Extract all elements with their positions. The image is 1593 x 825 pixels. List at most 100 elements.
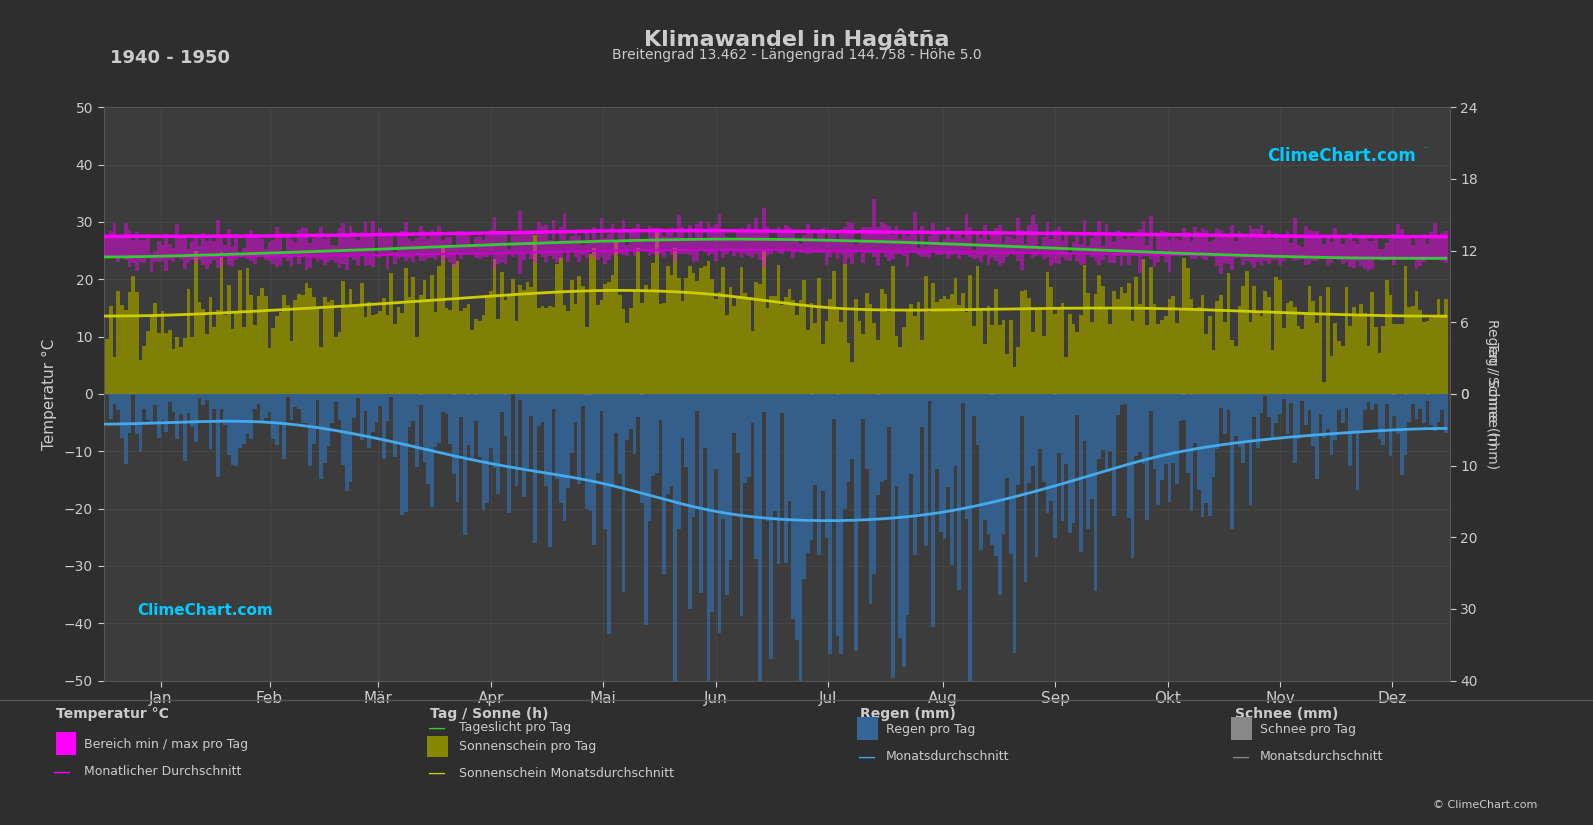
Bar [1370,241,1375,269]
Bar [1367,394,1370,402]
Bar [1356,243,1359,262]
Bar [307,394,312,466]
Bar [1278,394,1282,413]
Bar [932,283,935,394]
Bar [1308,394,1311,411]
Bar [105,339,108,394]
Bar [1381,326,1384,394]
Bar [172,394,175,412]
Bar [1039,309,1042,394]
Bar [416,238,419,255]
Bar [1182,394,1185,421]
Bar [1341,243,1344,264]
Bar [803,280,806,394]
Bar [464,394,467,535]
Bar [621,394,626,592]
Bar [736,296,739,394]
Bar [260,394,264,422]
Bar [857,240,862,251]
Bar [921,226,924,257]
Bar [293,300,298,394]
Bar [761,208,766,267]
Bar [234,234,239,261]
Bar [301,227,304,257]
Bar [559,394,562,503]
Bar [1002,243,1005,263]
Bar [610,224,615,255]
Bar [481,394,486,510]
Bar [585,231,588,258]
Bar [1153,394,1157,469]
Bar [652,394,655,475]
Bar [969,276,972,394]
Bar [1403,266,1407,394]
Bar [1337,394,1341,409]
Bar [722,266,725,394]
Bar [1027,299,1031,394]
Bar [647,291,652,394]
Bar [276,316,279,394]
Bar [733,306,736,394]
Bar [876,394,879,495]
Bar [1042,394,1045,482]
Bar [478,321,481,394]
Bar [1190,241,1193,259]
Bar [198,302,201,394]
Bar [1164,394,1168,464]
Bar [626,244,629,257]
Bar [965,394,969,520]
Bar [921,340,924,394]
Bar [739,228,744,257]
Bar [1297,327,1300,394]
Bar [1109,394,1112,451]
Bar [503,233,507,264]
Bar [902,234,906,256]
Bar [1185,232,1190,256]
Bar [220,252,223,394]
Bar [459,231,464,259]
Bar [747,297,750,394]
Text: Bereich min / max pro Tag: Bereich min / max pro Tag [84,738,249,751]
Bar [1149,216,1153,259]
Bar [699,268,703,394]
Text: Sonnenschein Monatsdurchschnitt: Sonnenschein Monatsdurchschnitt [459,766,674,780]
Bar [1252,394,1255,417]
Bar [1145,245,1149,256]
Bar [983,225,986,255]
Bar [806,330,809,394]
Bar [1423,234,1426,262]
Bar [588,254,593,394]
Bar [1176,394,1179,484]
Bar [178,394,183,414]
Bar [890,394,895,678]
Bar [707,261,710,394]
Text: Monatsdurchschnitt: Monatsdurchschnitt [1260,750,1384,763]
Bar [382,394,386,459]
Bar [142,240,147,262]
Bar [327,394,330,446]
Bar [1294,394,1297,463]
Bar [1067,314,1072,394]
Bar [828,299,832,394]
Bar [374,314,378,394]
Bar [478,236,481,259]
Bar [750,332,755,394]
Bar [198,246,201,260]
Bar [486,394,489,503]
Bar [1075,394,1078,416]
Bar [898,394,902,638]
Bar [220,236,223,266]
Bar [1042,238,1045,259]
Bar [1168,299,1171,394]
Bar [1002,320,1005,394]
Bar [507,394,511,513]
Bar [1126,394,1131,517]
Bar [1403,238,1407,260]
Bar [108,231,113,257]
Bar [1367,241,1370,271]
Bar [977,231,980,258]
Bar [298,295,301,394]
Bar [1305,314,1308,394]
Bar [1286,231,1289,258]
Bar [1378,353,1381,394]
